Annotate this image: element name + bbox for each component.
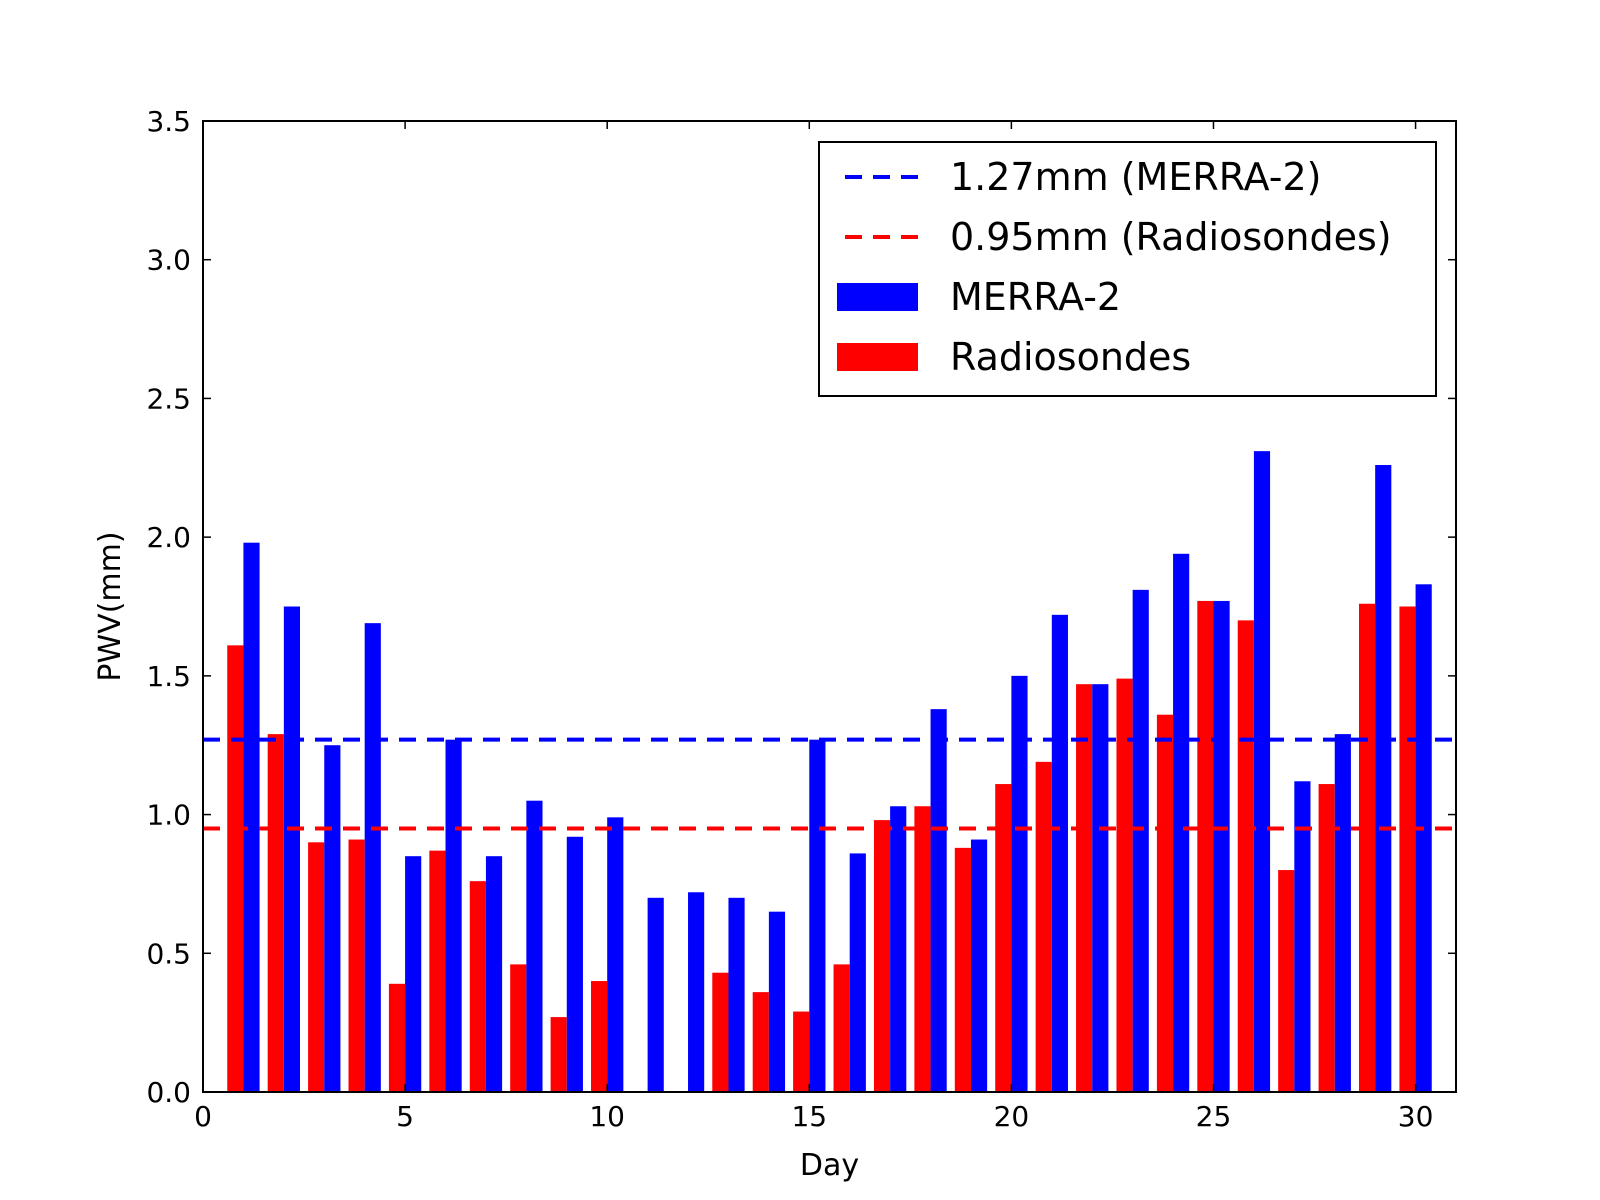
legend-swatch-radiosondes xyxy=(837,343,918,371)
y-tick-label: 2.5 xyxy=(146,382,191,415)
x-axis-title: Day xyxy=(800,1148,859,1183)
bar-merra-2-day-27 xyxy=(1294,781,1311,1092)
bar-merra-2-day-1 xyxy=(243,542,260,1092)
bar-radiosondes-day-6 xyxy=(429,850,446,1092)
bar-radiosondes-day-18 xyxy=(914,806,931,1092)
y-tick-label: 0.0 xyxy=(146,1076,191,1109)
x-tick-label: 0 xyxy=(194,1100,212,1133)
bar-merra-2-day-15 xyxy=(809,739,826,1092)
bar-radiosondes-day-4 xyxy=(348,839,365,1092)
bar-radiosondes-day-5 xyxy=(388,983,406,1092)
legend-label-merra-2: MERRA-2 xyxy=(950,275,1121,319)
legend-label-radiosondes: Radiosondes xyxy=(950,335,1191,379)
bar-radiosondes-day-10 xyxy=(591,981,608,1092)
bar-radiosondes-day-2 xyxy=(267,734,284,1092)
bar-radiosondes-day-22 xyxy=(1076,684,1093,1092)
x-tick-label: 15 xyxy=(791,1100,827,1133)
bar-radiosondes-day-23 xyxy=(1116,678,1133,1092)
x-tick-label: 10 xyxy=(589,1100,625,1133)
y-tick-label: 3.5 xyxy=(146,105,191,138)
bar-merra-2-day-13 xyxy=(728,897,745,1092)
y-tick-label: 1.0 xyxy=(146,799,191,832)
bar-merra-2-day-30 xyxy=(1415,584,1432,1092)
legend-items: 1.27mm (MERRA-2) 0.95mm (Radiosondes) MERR… xyxy=(837,155,1392,379)
ticks-layer: 0 5 10 15 20 25 30 0.0 0.5 1.0 1.5 2.0 2.5 3.0 3.5 xyxy=(146,105,1456,1133)
y-tick-label: 3.0 xyxy=(146,244,191,277)
bar-merra-2-day-6 xyxy=(445,739,462,1092)
y-tick-label: 1.5 xyxy=(146,660,191,693)
bar-merra-2-day-21 xyxy=(1051,614,1068,1092)
bar-radiosondes-day-26 xyxy=(1237,620,1254,1092)
bar-radiosondes-day-17 xyxy=(873,820,891,1092)
y-tick-label: 2.0 xyxy=(146,521,191,554)
bar-merra-2-day-17 xyxy=(890,806,907,1092)
bar-merra-2-day-8 xyxy=(526,800,543,1092)
bar-merra-2-day-16 xyxy=(849,853,866,1092)
legend: 1.27mm (MERRA-2) 0.95mm (Radiosondes) MERR… xyxy=(818,141,1437,397)
bar-merra-2-day-28 xyxy=(1334,734,1351,1092)
bar-radiosondes-day-13 xyxy=(712,972,729,1092)
bar-merra-2-day-22 xyxy=(1092,684,1109,1092)
bar-merra-2-day-14 xyxy=(768,911,786,1092)
legend-label-0-95mm-radiosondes: 0.95mm (Radiosondes) xyxy=(950,215,1392,259)
bar-radiosondes-day-19 xyxy=(954,847,971,1092)
bar-radiosondes-day-14 xyxy=(752,992,769,1092)
legend-box xyxy=(818,141,1437,397)
bar-radiosondes-day-8 xyxy=(510,964,527,1092)
legend-swatch-merra-2 xyxy=(837,283,918,311)
bar-radiosondes-day-15 xyxy=(793,1011,810,1092)
legend-label-1-27mm-merra-2: 1.27mm (MERRA-2) xyxy=(950,155,1321,199)
bar-merra-2-day-4 xyxy=(364,623,381,1092)
bar-merra-2-day-3 xyxy=(324,745,341,1092)
bar-merra-2-day-29 xyxy=(1375,465,1392,1092)
bar-merra-2-day-18 xyxy=(930,709,947,1092)
bar-merra-2-day-5 xyxy=(405,856,422,1092)
bar-merra-2-day-7 xyxy=(485,856,503,1092)
x-tick-label: 5 xyxy=(396,1100,414,1133)
bar-radiosondes-day-3 xyxy=(308,842,325,1092)
bar-radiosondes-day-25 xyxy=(1197,600,1214,1092)
bar-radiosondes-day-1 xyxy=(227,645,244,1092)
y-axis-title: PWV(mm) xyxy=(93,531,128,681)
reference-lines-layer xyxy=(203,737,1456,831)
bar-radiosondes-day-21 xyxy=(1035,761,1052,1092)
bar-radiosondes-day-9 xyxy=(550,1017,567,1092)
bar-radiosondes-day-7 xyxy=(469,881,486,1092)
bar-merra-2-day-25 xyxy=(1213,600,1230,1092)
bar-merra-2-day-23 xyxy=(1132,589,1149,1092)
x-tick-label: 20 xyxy=(994,1100,1030,1133)
bar-merra-2-day-26 xyxy=(1253,451,1271,1092)
axes-layer xyxy=(202,120,1457,1093)
bar-merra-2-day-9 xyxy=(566,836,583,1092)
bar-merra-2-day-12 xyxy=(688,892,705,1092)
x-tick-label: 30 xyxy=(1398,1100,1434,1133)
y-tick-label: 0.5 xyxy=(146,937,191,970)
bar-merra-2-day-10 xyxy=(607,817,624,1092)
plot-frame xyxy=(202,120,1457,1093)
bar-radiosondes-day-16 xyxy=(833,964,850,1092)
bar-merra-2-day-2 xyxy=(283,606,301,1092)
bars-layer xyxy=(227,451,1432,1092)
bar-merra-2-day-11 xyxy=(647,897,664,1092)
bar-merra-2-day-20 xyxy=(1011,675,1028,1092)
bar-merra-2-day-24 xyxy=(1173,553,1190,1092)
bar-radiosondes-day-28 xyxy=(1318,784,1335,1092)
bar-radiosondes-day-30 xyxy=(1399,606,1416,1092)
bar-radiosondes-day-24 xyxy=(1156,714,1174,1092)
bar-radiosondes-day-20 xyxy=(995,784,1012,1092)
bar-radiosondes-day-29 xyxy=(1358,603,1376,1092)
x-tick-label: 25 xyxy=(1196,1100,1232,1133)
bar-radiosondes-day-27 xyxy=(1278,870,1295,1092)
bar-merra-2-day-19 xyxy=(970,839,988,1092)
